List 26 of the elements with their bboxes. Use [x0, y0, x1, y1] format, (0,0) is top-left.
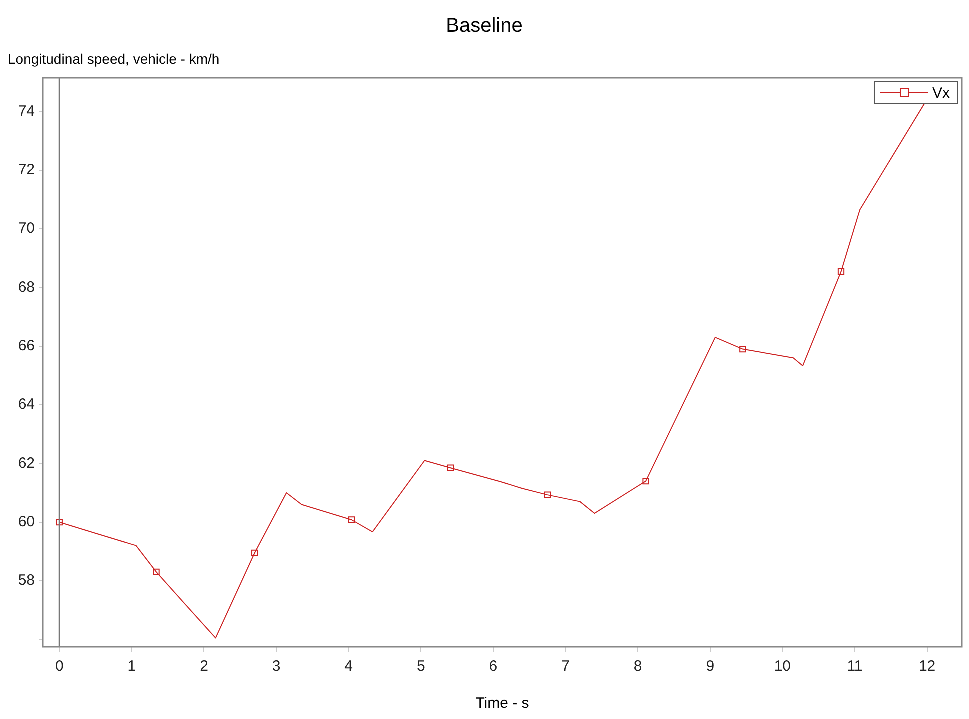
y-tick-label: 62 — [18, 454, 35, 472]
x-tick-label: 6 — [489, 658, 498, 676]
y-tick-label: 58 — [18, 572, 35, 590]
y-axis-title: Longitudinal speed, vehicle - km/h — [8, 51, 220, 67]
x-tick-label: 11 — [847, 658, 863, 676]
x-tick-label: 9 — [706, 658, 715, 676]
y-tick-label: 68 — [18, 278, 35, 296]
chart-title: Baseline — [446, 15, 523, 37]
legend-label: Vx — [932, 85, 950, 102]
y-tick-label: 60 — [18, 513, 35, 530]
x-tick-label: 5 — [416, 658, 426, 676]
x-tick-label: 1 — [128, 658, 136, 676]
x-tick-label: 8 — [634, 658, 642, 676]
x-tick-label: 7 — [562, 658, 570, 676]
y-tick-label: 64 — [18, 396, 35, 414]
x-tick-label: 4 — [344, 658, 354, 676]
x-tick-label: 12 — [918, 658, 936, 676]
x-tick-label: 3 — [272, 658, 281, 676]
x-axis-title: Time - s — [476, 695, 530, 712]
y-tick-label: 74 — [18, 102, 35, 120]
y-tick-label: 70 — [18, 220, 35, 238]
x-tick-label: 10 — [774, 658, 792, 676]
y-tick-label: 66 — [18, 338, 35, 355]
y-tick-label: 72 — [18, 162, 35, 179]
x-tick-label: 2 — [200, 658, 208, 676]
x-tick-label: 0 — [55, 658, 64, 676]
